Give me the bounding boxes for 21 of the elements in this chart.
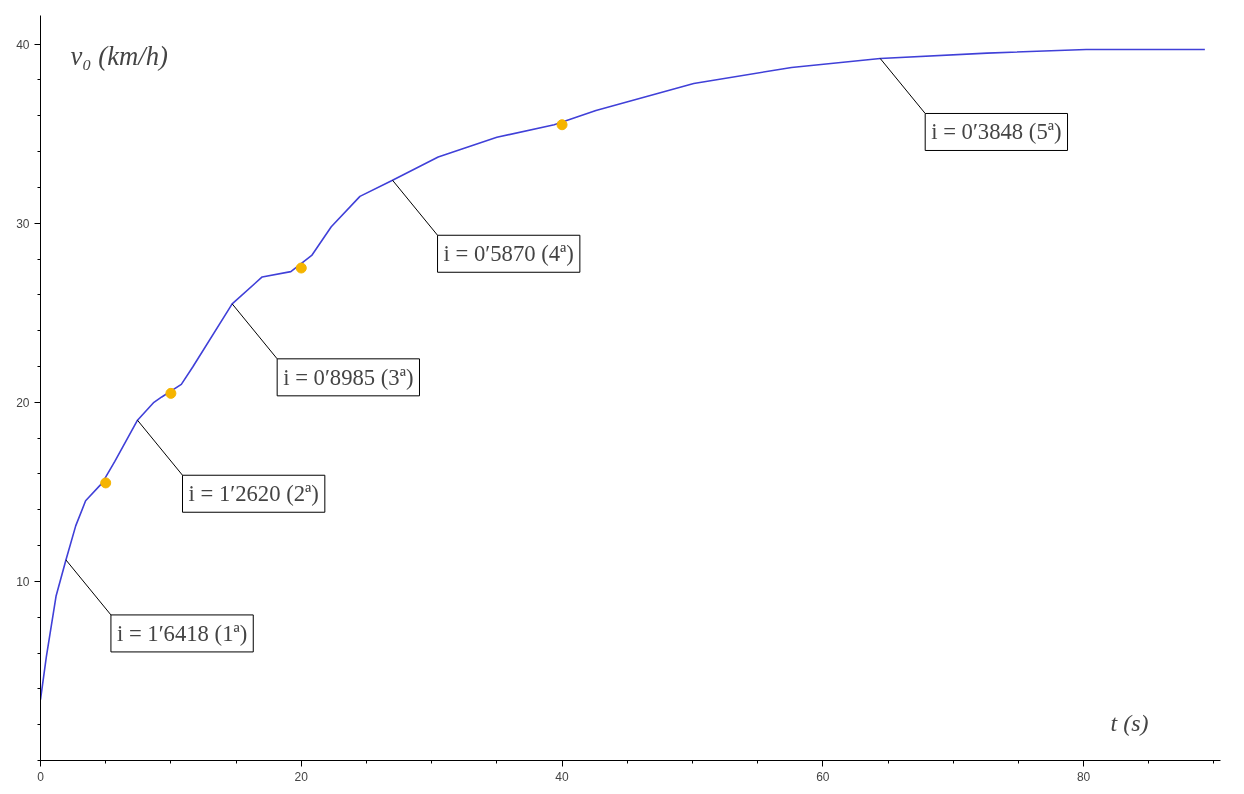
point xyxy=(165,387,177,399)
x-tick-label: 80 xyxy=(1076,769,1091,784)
annotation: i = 0′8985 (3ª) xyxy=(283,364,414,390)
y-tick-label: 40 xyxy=(16,37,30,52)
point xyxy=(295,262,307,274)
y-tick-label: 30 xyxy=(16,216,30,231)
y-tick-label: 10 xyxy=(16,574,30,589)
line-series xyxy=(40,48,1206,701)
y-tick-label: 20 xyxy=(16,395,30,410)
annotation: i = 0′3848 (5ª) xyxy=(931,119,1062,145)
x-tick-label: 20 xyxy=(294,769,309,784)
y-axis-title: v₀ (km/h) xyxy=(70,40,168,71)
x-tick-label: 60 xyxy=(816,769,830,784)
annotation: i = 1′2620 (2ª) xyxy=(188,481,319,507)
point xyxy=(100,477,112,489)
x-axis-title: t (s) xyxy=(1110,709,1149,736)
annotation: i = 0′5870 (4ª) xyxy=(443,241,574,267)
x-tick-label: 40 xyxy=(555,769,570,784)
x-tick-label: 0 xyxy=(37,769,45,784)
point xyxy=(556,119,568,131)
annotation: i = 1′6418 (1ª) xyxy=(116,620,248,646)
